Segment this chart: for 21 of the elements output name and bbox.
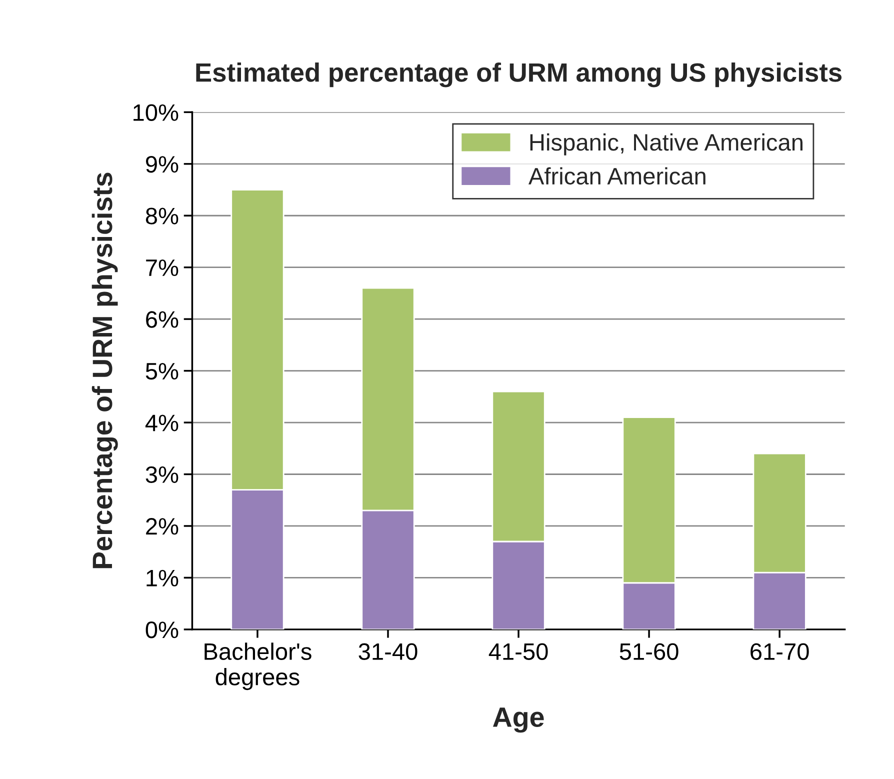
chart-title: Estimated percentage of URM among US physicists bbox=[196, 62, 842, 88]
y-tick-label: 1% bbox=[146, 570, 178, 586]
y-tick-label: 10% bbox=[134, 104, 178, 121]
x-tick-label: 61-70 bbox=[750, 643, 809, 660]
y-tick-label: 5% bbox=[146, 362, 178, 380]
y-tick-label: 7% bbox=[146, 260, 178, 276]
x-tick-label: 51-60 bbox=[620, 643, 678, 660]
x-axis-title: Age bbox=[492, 708, 544, 733]
y-tick-label: 0% bbox=[146, 622, 178, 638]
y-tick-label: 8% bbox=[146, 208, 178, 224]
x-tick-label: Bachelor's degrees bbox=[204, 642, 312, 690]
x-tick-label: 41-50 bbox=[488, 643, 548, 660]
y-tick-label: 3% bbox=[146, 466, 178, 484]
y-tick-label: 2% bbox=[146, 518, 178, 535]
x-tick-label: 31-40 bbox=[358, 643, 418, 660]
y-tick-label: 6% bbox=[146, 311, 178, 328]
legend-label: African American bbox=[528, 167, 706, 185]
y-axis-title: Percentage of URM physicists bbox=[92, 172, 118, 568]
y-tick-label: 9% bbox=[146, 156, 178, 173]
legend-label: Hispanic, Native American bbox=[530, 133, 802, 156]
y-tick-label: 4% bbox=[145, 414, 178, 432]
